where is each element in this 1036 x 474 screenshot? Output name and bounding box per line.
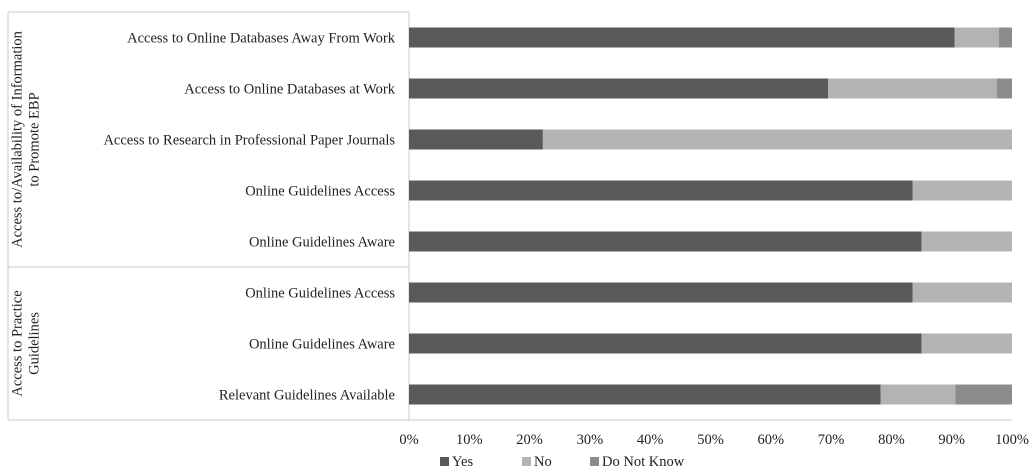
category-label-access-to-online-databases-at-work: Access to Online Databases at Work (184, 82, 396, 98)
legend: Yes No Do Not Know (440, 454, 685, 470)
category-label-access-to-online-databases-away-from-work: Access to Online Databases Away From Wor… (127, 31, 396, 47)
bar-do-not-know-relevant-guidelines-available (955, 384, 1012, 405)
bar-yes-access-to-online-databases-at-work (409, 78, 829, 99)
bar-no-online-guidelines-access (912, 282, 1012, 303)
bar-yes-access-to-research-in-professional-paper-journals (409, 129, 543, 150)
bar-yes-online-guidelines-aware (409, 231, 922, 252)
x-tick-label: 60% (758, 432, 785, 448)
x-tick-label: 50% (697, 432, 724, 448)
category-label-online-guidelines-access: Online Guidelines Access (245, 286, 395, 302)
group-label-line: Access to/Availability of Information (10, 30, 26, 248)
category-label-online-guidelines-access: Online Guidelines Access (245, 184, 395, 200)
x-tick-label: 70% (818, 432, 845, 448)
bar-do-not-know-access-to-online-databases-at-work (996, 78, 1012, 99)
group-labels: Access to/Availability of Informationto … (10, 30, 43, 396)
bar-yes-online-guidelines-access (409, 282, 913, 303)
group-label-line: to Promote EBP (27, 92, 43, 186)
bar-no-online-guidelines-access (912, 180, 1012, 201)
legend-label-yes: Yes (452, 454, 473, 470)
x-tick-label: 0% (399, 432, 418, 448)
bar-no-online-guidelines-aware (921, 333, 1012, 354)
x-axis-ticks: 0% 10% 20% 30% 40% 50% 60% 70% 80% 90% 100% (399, 432, 1029, 448)
bar-do-not-know-access-to-online-databases-away-from-work (998, 27, 1012, 48)
x-tick-label: 80% (878, 432, 905, 448)
bar-no-access-to-online-databases-at-work (828, 78, 997, 99)
legend-swatch-do-not-know (590, 457, 599, 466)
group-label-line: Access to Practice (10, 290, 26, 396)
x-tick-label: 40% (637, 432, 664, 448)
bars (409, 27, 1012, 405)
bar-no-access-to-research-in-professional-paper-journals (542, 129, 1012, 150)
bar-yes-online-guidelines-aware (409, 333, 922, 354)
category-labels: Access to Online Databases Away From Wor… (103, 31, 395, 404)
category-label-access-to-research-in-professional-paper-journals: Access to Research in Professional Paper… (103, 133, 395, 149)
bar-yes-online-guidelines-access (409, 180, 913, 201)
bar-no-relevant-guidelines-available (880, 384, 956, 405)
bar-yes-access-to-online-databases-away-from-work (409, 27, 955, 48)
legend-swatch-no (522, 457, 531, 466)
category-label-relevant-guidelines-available: Relevant Guidelines Available (219, 388, 395, 404)
x-tick-label: 100% (995, 432, 1029, 448)
chart-frame (7, 11, 1012, 421)
category-label-online-guidelines-aware: Online Guidelines Aware (249, 337, 395, 353)
x-tick-label: 90% (938, 432, 965, 448)
category-label-online-guidelines-aware: Online Guidelines Aware (249, 235, 395, 251)
bar-no-access-to-online-databases-away-from-work (954, 27, 999, 48)
legend-label-do-not-know: Do Not Know (602, 454, 685, 470)
bar-no-online-guidelines-aware (921, 231, 1012, 252)
x-tick-label: 10% (456, 432, 483, 448)
group-label-access-to-availability-of-information-to-promote-ebp: Access to/Availability of Informationto … (10, 30, 43, 248)
bar-yes-relevant-guidelines-available (409, 384, 881, 405)
legend-swatch-yes (440, 457, 449, 466)
x-tick-label: 20% (516, 432, 543, 448)
legend-label-no: No (534, 454, 552, 470)
group-label-line: Guidelines (27, 312, 43, 375)
group-label-access-to-practice-guidelines: Access to PracticeGuidelines (10, 290, 43, 396)
x-tick-label: 30% (577, 432, 604, 448)
